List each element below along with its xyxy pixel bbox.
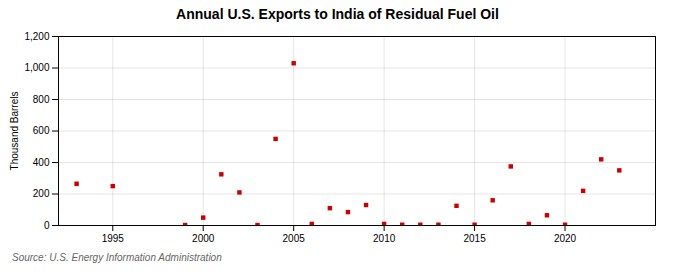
svg-text:Thousand Barrels: Thousand Barrels [9, 92, 20, 171]
svg-text:1,200: 1,200 [24, 31, 49, 42]
svg-text:200: 200 [33, 188, 50, 199]
svg-text:2020: 2020 [554, 233, 577, 244]
svg-text:2010: 2010 [373, 233, 396, 244]
svg-text:800: 800 [33, 94, 50, 105]
svg-text:400: 400 [33, 157, 50, 168]
svg-text:1,000: 1,000 [24, 62, 49, 73]
svg-text:600: 600 [33, 125, 50, 136]
svg-text:2005: 2005 [283, 233, 306, 244]
html-text:Source: U.S. Energy Informatio: Source: U.S. Energy Information Administ… [12, 252, 222, 263]
html-text:Annual U.S. Exports to India o: Annual U.S. Exports to India of Residual… [176, 6, 499, 22]
svg-text:2000: 2000 [192, 233, 215, 244]
svg-text:1995: 1995 [102, 233, 125, 244]
svg-text:0: 0 [44, 220, 50, 231]
svg-text:2015: 2015 [463, 233, 486, 244]
